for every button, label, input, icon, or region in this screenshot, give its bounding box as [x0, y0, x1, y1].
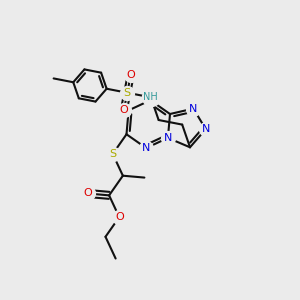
Text: O: O: [83, 188, 92, 199]
Text: O: O: [119, 105, 128, 116]
Text: N: N: [189, 103, 198, 114]
Text: N: N: [142, 143, 150, 153]
Text: O: O: [115, 212, 124, 222]
Text: NH: NH: [143, 92, 158, 102]
Text: O: O: [126, 70, 135, 80]
Text: N: N: [202, 124, 210, 134]
Text: N: N: [164, 133, 172, 143]
Text: S: S: [109, 149, 116, 159]
Text: S: S: [124, 88, 131, 98]
